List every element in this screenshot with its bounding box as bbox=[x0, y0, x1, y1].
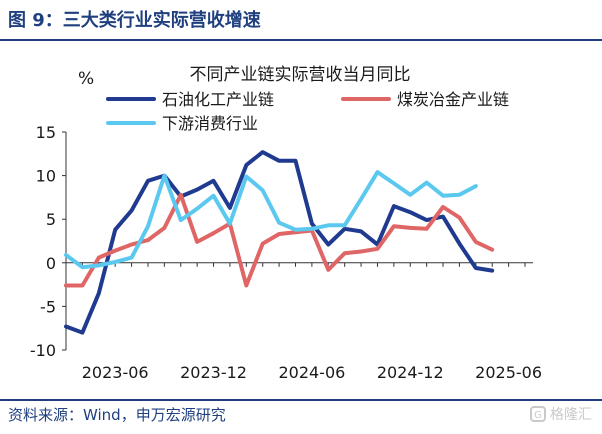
x-tick-label: 2024-12 bbox=[377, 363, 444, 382]
watermark-text: 格隆汇 bbox=[550, 407, 592, 423]
y-tick-label: 0 bbox=[46, 254, 56, 273]
x-tick-label: 2025-06 bbox=[475, 363, 542, 382]
y-tick-label: -5 bbox=[40, 297, 56, 316]
chart-title: 不同产业链实际营收当月同比 bbox=[190, 65, 411, 85]
x-tick-label: 2024-06 bbox=[278, 363, 345, 382]
watermark: G 格隆汇 bbox=[530, 404, 592, 424]
series-line-2 bbox=[64, 192, 495, 288]
bottom-divider bbox=[0, 399, 602, 401]
figure-title: 图 9：三大类行业实际营收增速 bbox=[8, 10, 261, 31]
watermark-logo-icon: G bbox=[530, 406, 546, 422]
top-divider bbox=[0, 39, 602, 41]
x-tick-label: 2023-12 bbox=[180, 363, 247, 382]
axes: -10 -5 0 5 10 15 2023-06 2023-12 2024-06 2024-12 2… bbox=[30, 123, 542, 382]
y-tick-label: 5 bbox=[46, 210, 56, 229]
legend-label-2: 煤炭冶金产业链 bbox=[397, 90, 509, 109]
source-note: 资料来源：Wind，申万宏源研究 bbox=[8, 406, 226, 424]
x-tick-label: 2023-06 bbox=[82, 363, 149, 382]
legend-label-1: 石油化工产业链 bbox=[162, 90, 274, 109]
series-line-3 bbox=[64, 170, 478, 270]
legend-label-3: 下游消费行业 bbox=[162, 114, 258, 133]
series-lines bbox=[64, 150, 495, 335]
y-tick-label: 10 bbox=[36, 167, 56, 186]
series-line-1 bbox=[64, 150, 495, 335]
y-tick-label: 15 bbox=[36, 123, 56, 142]
y-axis-label: % bbox=[78, 69, 94, 89]
y-tick-label: -10 bbox=[30, 341, 56, 360]
